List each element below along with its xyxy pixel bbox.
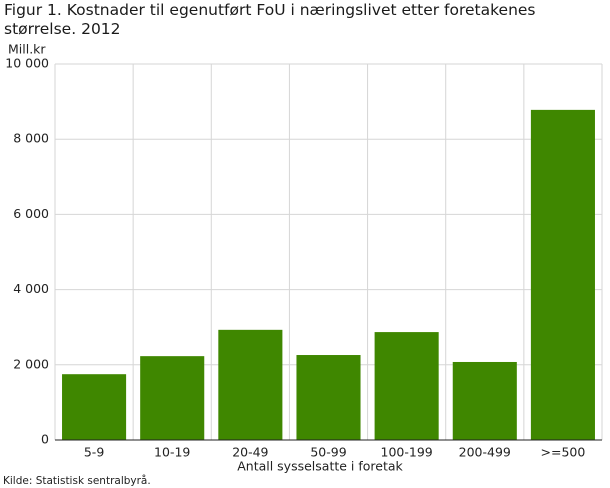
bar — [140, 356, 205, 440]
x-tick-label: 50-99 — [310, 445, 346, 460]
bar — [452, 361, 517, 440]
x-tick-label: 100-199 — [381, 445, 433, 460]
y-tick-label: 8 000 — [13, 131, 49, 146]
x-tick-label: >=500 — [541, 445, 586, 460]
x-tick-label: 10-19 — [154, 445, 190, 460]
x-axis-label: Antall sysselsatte i foretak — [237, 459, 403, 474]
y-tick-label: 4 000 — [13, 281, 49, 296]
x-tick-label: 20-49 — [232, 445, 268, 460]
bar — [218, 329, 283, 440]
bar — [296, 355, 361, 440]
x-tick-label: 5-9 — [84, 445, 104, 460]
source: Kilde: Statistisk sentralbyrå. — [3, 474, 151, 487]
y-tick-label: 2 000 — [13, 356, 49, 371]
y-tick-label: 6 000 — [13, 206, 49, 221]
bar — [530, 109, 595, 440]
y-axis-label: Mill.kr — [8, 42, 46, 57]
bar — [62, 374, 127, 440]
chart-title: Figur 1. Kostnader til egenutført FoU i … — [4, 1, 536, 38]
bar — [374, 332, 439, 440]
x-tick-label: 200-499 — [459, 445, 511, 460]
y-tick-label: 0 — [41, 432, 49, 447]
y-tick-label: 10 000 — [5, 56, 49, 71]
